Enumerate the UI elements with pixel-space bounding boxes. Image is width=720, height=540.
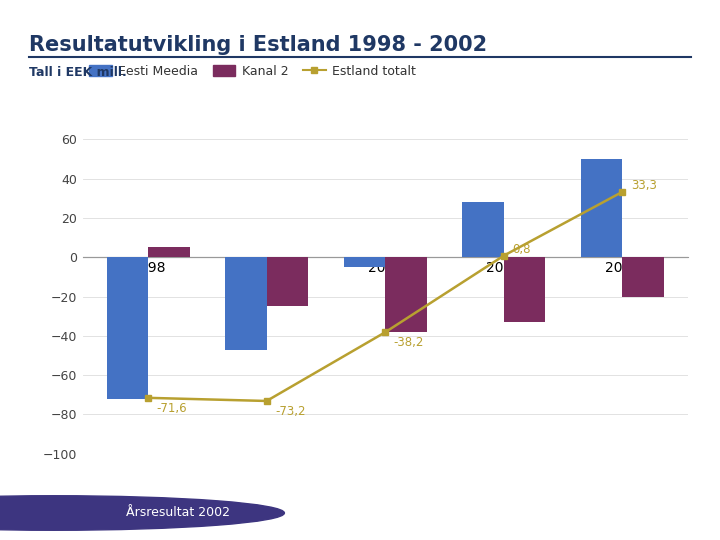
Bar (343, 257, 385, 267)
Bar (225, 257, 266, 349)
Text: Resultatutvikling i Estland 1998 - 2002: Resultatutvikling i Estland 1998 - 2002 (29, 35, 487, 55)
Legend: Eesti Meedia, Kanal 2, Estland totalt: Eesti Meedia, Kanal 2, Estland totalt (89, 65, 416, 78)
Text: Årsresultat 2002: Årsresultat 2002 (126, 507, 230, 519)
Bar (462, 202, 504, 257)
Bar (504, 257, 545, 322)
Text: -73,2: -73,2 (275, 405, 305, 418)
Bar (581, 159, 622, 257)
Text: -38,2: -38,2 (394, 336, 424, 349)
Circle shape (0, 492, 328, 534)
Bar (622, 257, 664, 296)
Text: 16: 16 (675, 506, 695, 520)
Circle shape (0, 496, 284, 530)
Text: Tall i EEK mill.: Tall i EEK mill. (29, 66, 127, 79)
Text: 0,8: 0,8 (512, 243, 531, 256)
Bar (107, 257, 148, 399)
Bar (148, 247, 189, 257)
Bar (266, 257, 308, 306)
Text: -71,6: -71,6 (156, 402, 187, 415)
Bar (385, 257, 427, 332)
Text: 33,3: 33,3 (631, 179, 657, 192)
